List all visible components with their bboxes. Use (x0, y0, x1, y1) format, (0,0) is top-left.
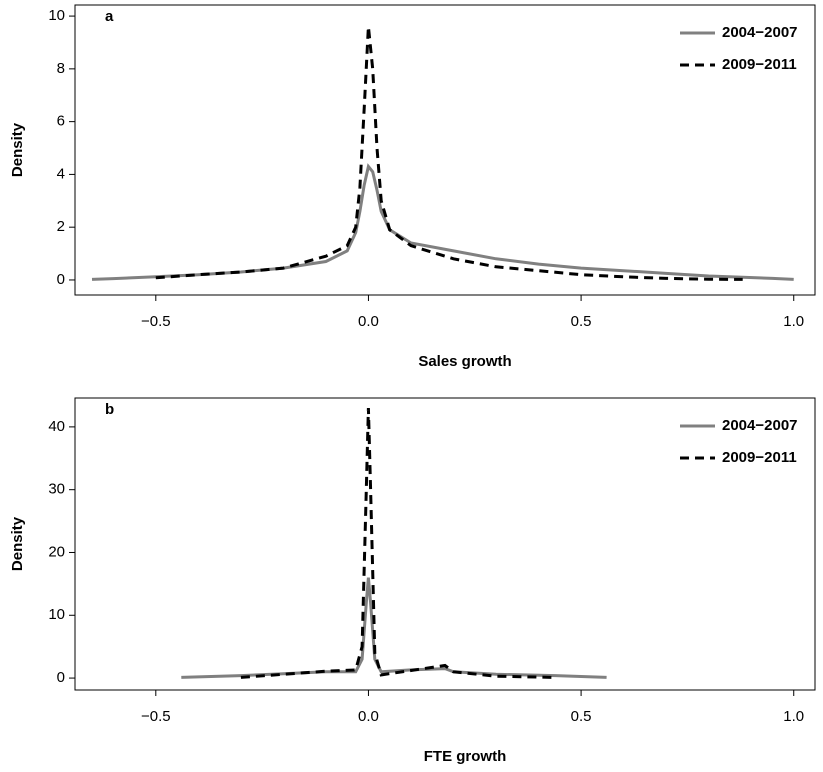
plot-frame (74, 397, 816, 691)
x-tick-label: 0.5 (571, 313, 592, 330)
x-tick-label: −0.5 (141, 708, 171, 725)
density-line (155, 26, 743, 281)
panel-label: b (105, 401, 114, 418)
x-tick-label: 1.0 (783, 708, 804, 725)
legend-label: 2004−2007 (722, 417, 798, 434)
density-line (240, 407, 556, 679)
y-axis-label: Density (9, 122, 26, 177)
y-tick-label: 6 (57, 113, 65, 130)
plot-frame (74, 4, 816, 296)
density-line (181, 577, 607, 679)
x-axis-label: FTE growth (424, 748, 507, 765)
x-tick-label: 1.0 (783, 313, 804, 330)
legend-label: 2009−2011 (722, 449, 797, 466)
x-tick-label: 0.0 (358, 708, 379, 725)
y-tick-label: 10 (48, 606, 65, 623)
y-tick-label: 0 (57, 271, 65, 288)
y-tick-label: 20 (48, 543, 65, 560)
x-tick-label: 0.5 (571, 708, 592, 725)
y-tick-label: 10 (48, 7, 65, 24)
y-tick-label: 4 (57, 165, 65, 182)
y-tick-label: 8 (57, 60, 65, 77)
x-tick-label: −0.5 (141, 313, 171, 330)
density-line (91, 163, 794, 281)
y-tick-label: 2 (57, 218, 65, 235)
legend-label: 2004−2007 (722, 24, 798, 41)
x-axis-label: Sales growth (418, 353, 511, 370)
x-tick-label: 0.0 (358, 313, 379, 330)
y-tick-label: 30 (48, 481, 65, 498)
panel-label: a (105, 8, 114, 25)
y-tick-label: 0 (57, 669, 65, 686)
y-axis-label: Density (9, 516, 26, 571)
y-tick-label: 40 (48, 418, 65, 435)
legend-label: 2009−2011 (722, 56, 797, 73)
